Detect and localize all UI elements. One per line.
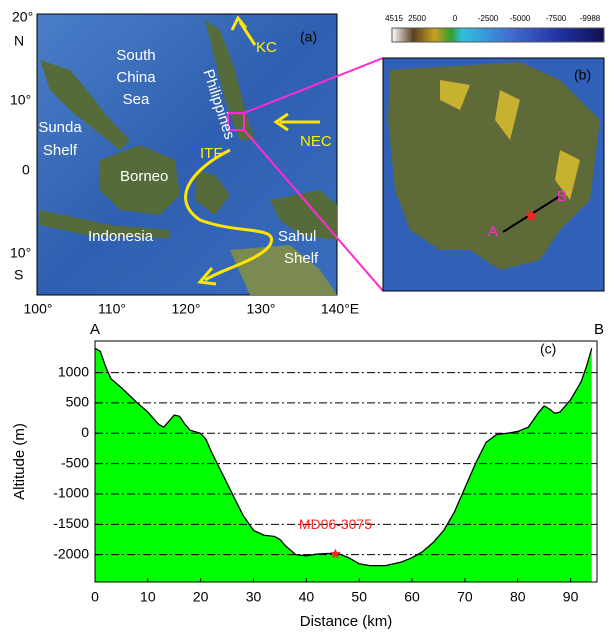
map-label: ITF — [200, 145, 223, 162]
tick-label: 140°E — [321, 301, 359, 317]
tick-label: 100° — [24, 301, 53, 317]
land — [388, 62, 600, 270]
relief — [440, 80, 580, 200]
y-tick-label: 0 — [81, 424, 89, 440]
inset-lines — [243, 57, 384, 292]
y-tick-label: 1000 — [58, 363, 89, 379]
profile-line — [94, 347, 593, 567]
panel-label: (b) — [574, 67, 591, 83]
tick-label: 10° — [10, 92, 31, 108]
x-tick-label: 70 — [457, 589, 473, 605]
x-tick-label: 50 — [351, 589, 367, 605]
colorbar — [391, 27, 605, 43]
profile-area — [95, 348, 592, 582]
map-label: Indonesia — [88, 228, 154, 245]
map-label: Borneo — [120, 168, 168, 185]
colorbar-label: 4515 — [385, 14, 403, 23]
profile-end-label: B — [557, 188, 567, 205]
map-label: Sunda Shelf — [38, 119, 82, 159]
map-label-line: Shelf — [43, 142, 78, 159]
tick-label: 130° — [247, 301, 276, 317]
tick-label: 110° — [98, 301, 126, 317]
y-tick-label: -500 — [61, 454, 89, 470]
x-tick-label: 40 — [299, 589, 315, 605]
map-label: South China Sea — [116, 47, 156, 108]
y-tick-label: -1500 — [53, 515, 89, 531]
tick-label: 10° — [10, 245, 31, 261]
panel-label: (a) — [300, 29, 317, 45]
profile-end-label: A — [90, 321, 100, 338]
site-marker — [330, 548, 341, 559]
x-tick-label: 20 — [193, 589, 209, 605]
lat-labels: 20° N 10° 0 10° S 100° 110° 120° 130° 14… — [10, 9, 359, 317]
site-star — [525, 209, 537, 221]
profile-end-label: B — [594, 321, 604, 338]
panel-label: (c) — [540, 341, 556, 357]
site-label: MD06-3075 — [299, 516, 372, 532]
map-label-line: Shelf — [284, 250, 319, 267]
tick-label: S — [14, 267, 23, 283]
map-label-line: Sahul — [278, 228, 316, 245]
map-label-line: China — [116, 69, 156, 86]
map-label: Sahul Shelf — [278, 228, 319, 267]
colorbar-label: -2500 — [478, 14, 499, 23]
current-arrows — [184, 15, 320, 286]
y-tick-label: 500 — [66, 394, 90, 410]
inset-box — [227, 112, 245, 131]
tick-label: 120° — [172, 301, 201, 317]
x-tick-label: 80 — [510, 589, 526, 605]
map-label: NEC — [300, 133, 332, 150]
tick-label: N — [14, 33, 24, 49]
x-axis-label: Distance (km) — [300, 613, 393, 630]
y-tick-label: -1000 — [53, 485, 89, 501]
map-label-line: South — [116, 47, 155, 64]
colorbar-labels: 4515 2500 0 -2500 -5000 -7500 -9988 — [385, 14, 601, 23]
map-label-line: Sunda — [38, 119, 82, 136]
colorbar-label: -7500 — [546, 14, 567, 23]
x-tick-label: 60 — [404, 589, 420, 605]
colorbar-label: -5000 — [510, 14, 531, 23]
x-tick-label: 90 — [563, 589, 579, 605]
y-axis-label: Altitude (m) — [11, 423, 28, 500]
tick-label: 0 — [22, 162, 30, 178]
profile-chart: 1000 500 0 -500 -1000 -1500 -2000 0 10 20 30 40 50 60… — [11, 321, 604, 630]
profile-end-label: A — [488, 223, 498, 240]
y-tick-label: -2000 — [53, 545, 89, 561]
colorbar-label: 2500 — [408, 14, 426, 23]
map-label-line: Sea — [123, 91, 150, 108]
map-label: KC — [256, 39, 277, 56]
x-tick-label: 10 — [140, 589, 156, 605]
colorbar-label: -9988 — [580, 14, 601, 23]
plot-frame — [94, 340, 598, 583]
colorbar-label: 0 — [453, 14, 458, 23]
x-tick-label: 0 — [91, 589, 99, 605]
tick-label: 20° — [12, 9, 33, 25]
x-tick-label: 30 — [246, 589, 262, 605]
